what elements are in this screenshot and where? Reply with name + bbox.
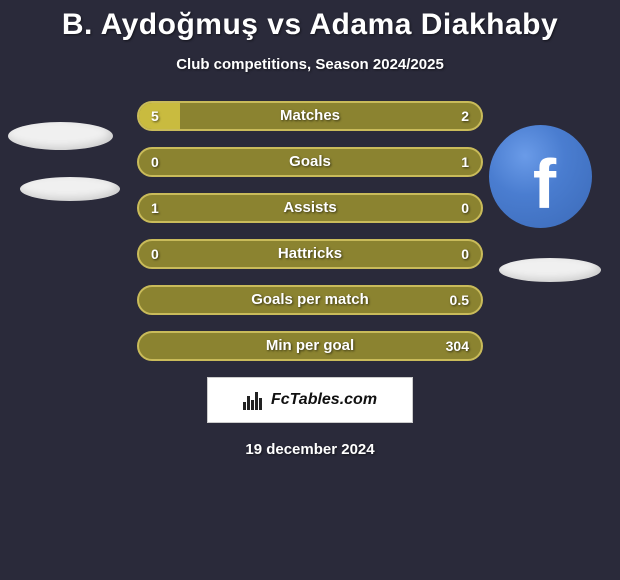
footer-brand-text: FcTables.com — [271, 391, 377, 409]
fctables-logo-icon — [243, 390, 265, 410]
stat-value-right: 304 — [446, 333, 469, 359]
stat-row-matches: 5 Matches 2 — [137, 101, 483, 131]
footer-date: 19 december 2024 — [0, 441, 620, 458]
footer-brand-badge[interactable]: FcTables.com — [207, 377, 413, 423]
stat-label: Assists — [139, 195, 481, 221]
player-left-avatar-placeholder — [8, 122, 113, 150]
player-right-flag-placeholder — [499, 258, 601, 282]
stat-value-right: 0 — [461, 195, 469, 221]
stat-value-right: 0 — [461, 241, 469, 267]
subtitle: Club competitions, Season 2024/2025 — [0, 56, 620, 73]
stat-row-min-per-goal: Min per goal 304 — [137, 331, 483, 361]
stat-label: Goals per match — [139, 287, 481, 313]
stat-row-assists: 1 Assists 0 — [137, 193, 483, 223]
stat-value-right: 0.5 — [450, 287, 469, 313]
stat-value-right: 2 — [461, 103, 469, 129]
stat-label: Matches — [139, 103, 481, 129]
facebook-share-button[interactable]: f — [489, 125, 592, 228]
stat-label: Min per goal — [139, 333, 481, 359]
facebook-icon: f — [533, 144, 556, 224]
stats-container: 5 Matches 2 0 Goals 1 1 Assists 0 0 Hatt… — [137, 101, 483, 361]
player-left-flag-placeholder — [20, 177, 120, 201]
stat-label: Goals — [139, 149, 481, 175]
stat-row-goals: 0 Goals 1 — [137, 147, 483, 177]
stat-value-right: 1 — [461, 149, 469, 175]
stat-label: Hattricks — [139, 241, 481, 267]
page-title: B. Aydoğmuş vs Adama Diakhaby — [0, 0, 620, 42]
stat-row-goals-per-match: Goals per match 0.5 — [137, 285, 483, 315]
stat-row-hattricks: 0 Hattricks 0 — [137, 239, 483, 269]
